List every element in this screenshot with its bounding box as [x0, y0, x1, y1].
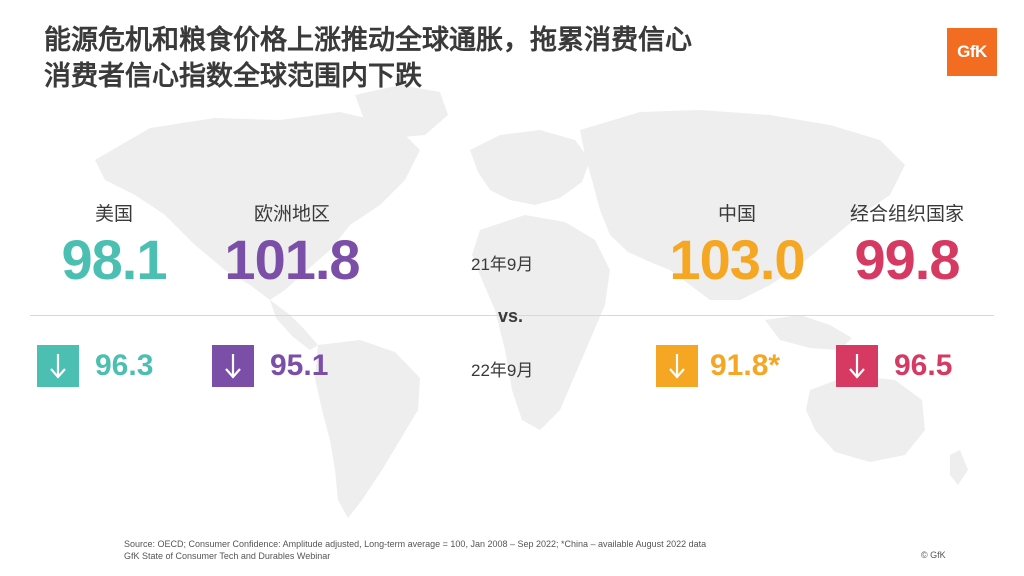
title-line-2: 消费者信心指数全球范围内下跌: [44, 61, 422, 91]
current-value: 96.3: [95, 349, 154, 382]
down-arrow-icon: [37, 345, 79, 387]
region-china: 中国 103.0: [658, 202, 816, 292]
source-note: Source: OECD; Consumer Confidence: Ampli…: [124, 539, 707, 549]
period-current: 22年9月: [471, 361, 534, 380]
region-label: 经合组织国家: [849, 204, 964, 225]
current-oecd: 96.5: [836, 344, 952, 388]
current-value: 95.1: [270, 349, 329, 382]
previous-value: 99.8: [854, 228, 961, 291]
copyright: © GfK: [921, 550, 946, 560]
footer: Source: OECD; Consumer Confidence: Ampli…: [124, 538, 706, 562]
title-line-1: 能源危机和粮食价格上涨推动全球通胀，拖累消费信心: [44, 25, 692, 55]
current-europe: 95.1: [212, 344, 328, 388]
divider-line: [30, 315, 994, 316]
previous-value: 103.0: [669, 228, 805, 291]
current-usa: 96.3: [37, 344, 153, 388]
down-arrow-icon: [212, 345, 254, 387]
region-oecd: 经合组织国家 99.8: [842, 202, 972, 292]
current-value: 96.5: [894, 349, 953, 382]
previous-value: 101.8: [224, 228, 360, 291]
down-arrow-icon: [836, 345, 878, 387]
region-label: 欧洲地区: [253, 204, 330, 225]
webinar-note: GfK State of Consumer Tech and Durables …: [124, 551, 331, 561]
down-arrow-icon: [656, 345, 698, 387]
region-usa: 美国 98.1: [50, 202, 178, 292]
region-europe: 欧洲地区 101.8: [212, 202, 372, 292]
current-china: 91.8*: [656, 344, 780, 388]
region-label: 中国: [717, 204, 756, 225]
previous-value: 98.1: [61, 228, 168, 291]
region-label: 美国: [94, 204, 133, 225]
current-value: 91.8*: [710, 349, 781, 382]
period-previous: 21年9月: [471, 255, 534, 274]
page-title: 能源危机和粮食价格上涨推动全球通胀，拖累消费信心 消费者信心指数全球范围内下跌: [44, 22, 692, 94]
gfk-logo: GfK: [947, 28, 997, 76]
vs-label: vs.: [498, 306, 524, 326]
